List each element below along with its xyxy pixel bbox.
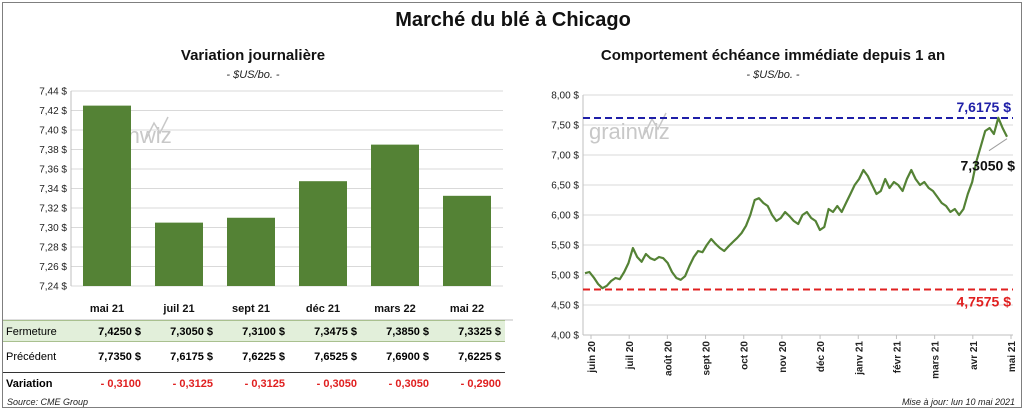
x-tick-label: janv 21 [854, 341, 865, 376]
one-year-line-chart: 4,00 $ 4,50 $ 5,00 $ 5,50 $ 6,00 $ 6,50 $ 7,00… [551, 91, 1018, 379]
bar [443, 195, 491, 286]
y-tick-label: 7,34 $ [39, 184, 67, 195]
y-tick-label: 7,32 $ [39, 204, 67, 215]
table-cell: - 0,2900 [460, 378, 501, 390]
table-cell: - 0,3125 [244, 378, 285, 390]
x-category-label: mars 22 [374, 303, 416, 315]
table-cell: 7,6525 $ [314, 351, 357, 363]
x-category-label: mai 21 [90, 303, 124, 315]
update-note: Mise à jour: lun 10 mai 2021 [901, 397, 1015, 407]
y-tick-label: 5,50 $ [551, 241, 579, 252]
y-tick-label: 6,50 $ [551, 181, 579, 192]
last-value-label: 7,3050 $ [961, 158, 1016, 174]
table-cell: 7,4250 $ [98, 326, 141, 338]
y-tick-label: 8,00 $ [551, 91, 579, 102]
y-tick-label: 7,44 $ [39, 87, 67, 98]
y-tick-label: 7,42 $ [39, 106, 67, 117]
y-tick-label: 7,24 $ [39, 282, 67, 293]
table-cell: - 0,3100 [100, 378, 141, 390]
x-category-label: mai 22 [450, 303, 484, 315]
table-cell: 7,3050 $ [170, 326, 213, 338]
y-tick-label: 7,28 $ [39, 243, 67, 254]
table-cell: 7,3325 $ [458, 326, 501, 338]
y-tick-label: 6,00 $ [551, 211, 579, 222]
watermark-wheat-icon [643, 112, 667, 136]
last-value-leader [988, 138, 1008, 152]
table-cell: - 0,3125 [172, 378, 213, 390]
watermark-wheat-icon [145, 116, 169, 140]
row-label: Fermeture [6, 326, 57, 338]
watermark-text: grainwiz [589, 119, 670, 144]
table-cell: 7,3475 $ [314, 326, 357, 338]
row-label: Précédent [6, 351, 57, 363]
x-tick-label: sept 20 [702, 341, 713, 376]
x-tick-label: août 20 [663, 341, 674, 376]
source-note: Source: CME Group [7, 397, 89, 407]
min-value-label: 4,7575 $ [957, 294, 1012, 310]
bar [371, 144, 419, 286]
left-panel-title: Variation journalière [180, 47, 326, 64]
x-category-label: juil 21 [162, 303, 194, 315]
x-tick-label: déc 20 [816, 341, 827, 373]
x-tick-label: mai 21 [1007, 341, 1018, 373]
table-cell: 7,7350 $ [98, 351, 141, 363]
grainwiz-watermark: grainwiz [589, 112, 670, 144]
max-value-label: 7,6175 $ [957, 99, 1012, 115]
table-cell: 7,6900 $ [386, 351, 429, 363]
x-tick-label: nov 20 [778, 341, 789, 373]
bar [299, 181, 347, 286]
x-tick-label: avr 21 [969, 341, 980, 370]
y-tick-label: 5,00 $ [551, 271, 579, 282]
price-series-line [584, 116, 1008, 290]
x-category-label: déc 21 [306, 303, 340, 315]
row-label: Variation [6, 378, 53, 390]
x-tick-label: oct 20 [740, 341, 751, 370]
left-panel-unit: - $US/bo. - [226, 69, 280, 81]
bar [83, 105, 131, 286]
right-panel-unit: - $US/bo. - [746, 69, 800, 81]
x-tick-label: juil 20 [625, 341, 636, 371]
daily-variation-bar-chart: 7,24 $ 7,26 $ 7,28 $ 7,30 $ 7,32 $ 7,34 $ 7,36… [3, 87, 513, 321]
page-title: Marché du blé à Chicago [395, 9, 631, 31]
y-tick-label: 7,40 $ [39, 126, 67, 137]
table-cell: 7,6225 $ [242, 351, 285, 363]
table-cell: - 0,3050 [316, 378, 357, 390]
y-tick-label: 7,38 $ [39, 145, 67, 156]
y-tick-label: 7,30 $ [39, 223, 67, 234]
bar [155, 222, 203, 286]
y-tick-label: 7,26 $ [39, 262, 67, 273]
bar [227, 217, 275, 286]
table-cell: 7,3850 $ [386, 326, 429, 338]
table-row: Fermeture 7,4250 $ 7,3050 $ 7,3100 $ 7,3475 … [3, 320, 505, 342]
x-category-label: sept 21 [232, 303, 270, 315]
x-tick-label: mars 21 [931, 341, 942, 379]
x-tick-label: févr 21 [892, 341, 903, 374]
y-tick-label: 7,00 $ [551, 151, 579, 162]
y-tick-label: 4,00 $ [551, 331, 579, 342]
table-row: Précédent 7,7350 $ 7,6175 $ 7,6225 $ 7,6525 … [3, 346, 505, 368]
y-tick-label: 4,50 $ [551, 301, 579, 312]
table-row: Variation - 0,3100 - 0,3125 - 0,3125 - 0,305… [3, 372, 505, 394]
right-panel-title: Comportement échéance immédiate depuis 1… [600, 47, 946, 64]
table-cell: 7,6175 $ [170, 351, 213, 363]
y-tick-label: 7,36 $ [39, 165, 67, 176]
table-cell: - 0,3050 [388, 378, 429, 390]
x-tick-label: juin 20 [587, 341, 598, 374]
y-tick-label: 7,50 $ [551, 121, 579, 132]
table-cell: 7,3100 $ [242, 326, 285, 338]
table-cell: 7,6225 $ [458, 351, 501, 363]
